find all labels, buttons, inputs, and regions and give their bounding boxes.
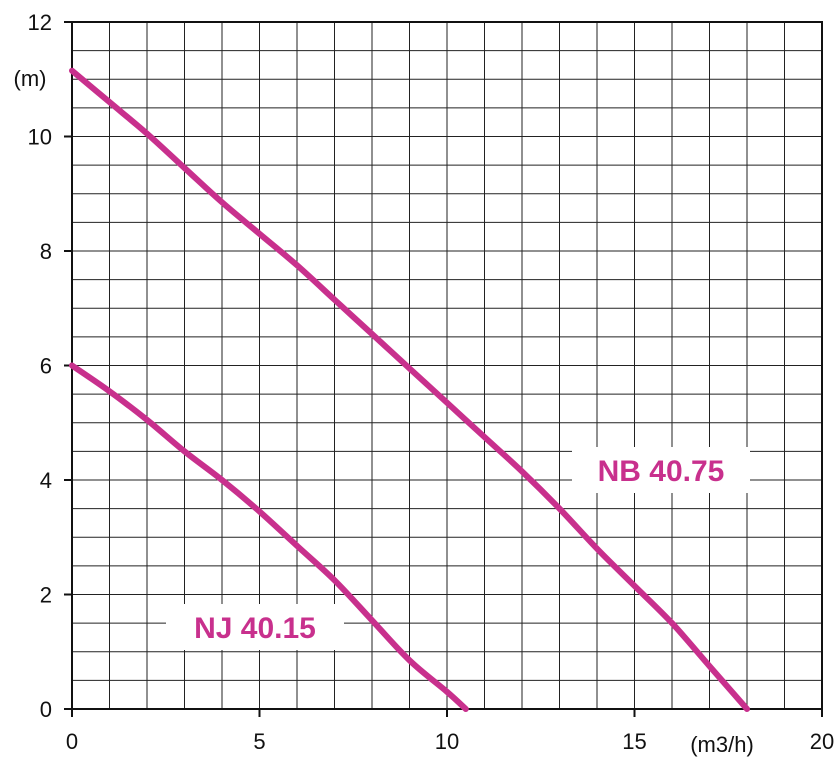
x-tick-label: 20 xyxy=(810,729,834,754)
y-tick-label: 10 xyxy=(28,125,52,150)
series-line-nj-40-15 xyxy=(69,362,469,712)
x-axis-ticks: 0 5 10 15 20 xyxy=(66,709,834,754)
y-tick-label: 8 xyxy=(40,239,52,264)
y-tick-label: 0 xyxy=(40,697,52,722)
y-tick-label: 6 xyxy=(40,354,52,379)
y-axis-label: (m) xyxy=(14,66,47,91)
series-label: NB 40.75 xyxy=(598,455,725,488)
x-tick-label: 0 xyxy=(66,729,78,754)
y-tick-label: 12 xyxy=(28,10,52,35)
y-tick-label: 2 xyxy=(40,583,52,608)
series-label: NJ 40.15 xyxy=(194,612,316,645)
series-lines xyxy=(69,67,750,712)
y-tick-label: 4 xyxy=(40,468,52,493)
x-tick-label: 5 xyxy=(253,729,265,754)
chart-grid xyxy=(72,22,822,709)
x-tick-label: 15 xyxy=(622,729,646,754)
x-tick-label: 10 xyxy=(435,729,459,754)
series-line-nb-40-75 xyxy=(69,67,750,712)
y-axis-ticks: 0 2 4 6 8 10 12 xyxy=(28,10,72,722)
series-label-background xyxy=(572,447,750,493)
x-axis-label: (m3/h) xyxy=(690,732,754,757)
series-labels: NB 40.75 NJ 40.15 xyxy=(166,447,750,650)
x-axis-label-background xyxy=(672,728,772,758)
series-label-background xyxy=(166,604,344,650)
